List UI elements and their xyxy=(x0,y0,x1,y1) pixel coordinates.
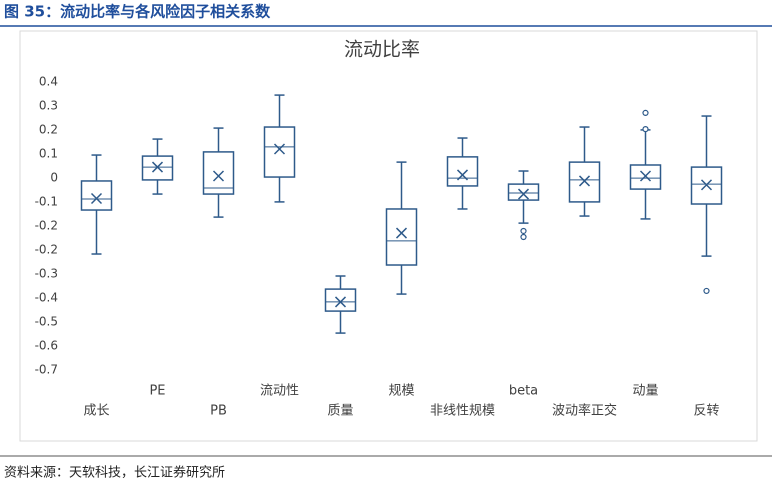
mean-marker xyxy=(700,179,713,191)
x-tick-label: 质量 xyxy=(327,404,353,419)
chart-frame xyxy=(19,30,758,442)
box xyxy=(446,156,479,187)
x-tick-label: PE xyxy=(149,384,165,399)
outlier xyxy=(642,126,649,133)
y-tick-label: 0.3 xyxy=(39,99,58,113)
outlier xyxy=(520,233,527,241)
y-tick-label: -0.6 xyxy=(35,338,58,352)
outlier xyxy=(642,109,649,116)
y-tick-label: -0.4 xyxy=(35,291,58,305)
outlier xyxy=(520,227,527,235)
figure-title: 图 35：流动比率与各风险因子相关系数 xyxy=(4,3,271,21)
box xyxy=(80,180,113,211)
source-note: 资料来源：天软科技，长江证券研究所 xyxy=(4,465,225,481)
box xyxy=(202,151,235,195)
x-tick-label: 成长 xyxy=(83,404,109,419)
box xyxy=(507,183,540,201)
y-tick-label: 0.1 xyxy=(39,147,58,161)
box xyxy=(324,288,357,312)
mean-marker xyxy=(578,175,591,187)
y-tick-label: -0.7 xyxy=(35,363,58,377)
mean-marker xyxy=(90,192,103,205)
y-tick-label: 0.2 xyxy=(39,122,58,136)
y-tick-label: 0 xyxy=(50,171,58,185)
box xyxy=(263,126,296,178)
mean-marker xyxy=(456,169,469,181)
x-tick-label: 波动率正交 xyxy=(552,403,617,419)
x-tick-label: 规模 xyxy=(388,384,414,399)
x-tick-label: beta xyxy=(509,384,538,399)
x-tick-label: 非线性规模 xyxy=(430,404,495,419)
y-tick-label: -0.5 xyxy=(35,315,58,329)
y-tick-label: -0.2 xyxy=(35,243,58,257)
mean-marker xyxy=(334,296,347,308)
x-tick-label: 动量 xyxy=(632,384,658,399)
mean-marker xyxy=(639,170,652,182)
box xyxy=(385,208,418,266)
mean-marker xyxy=(151,161,164,173)
mean-marker xyxy=(395,227,408,239)
mean-marker xyxy=(273,143,286,155)
mean-marker xyxy=(517,188,530,200)
chart-title: 流动比率 xyxy=(344,39,420,61)
x-tick-label: PB xyxy=(210,404,227,419)
mean-marker xyxy=(212,170,225,182)
y-tick-label: -0.3 xyxy=(35,266,58,280)
y-tick-label: -0.2 xyxy=(35,219,58,233)
y-tick-label: -0.1 xyxy=(35,194,58,208)
x-tick-label: 流动性 xyxy=(260,384,299,399)
outlier xyxy=(703,287,710,295)
y-tick-label: 0.4 xyxy=(39,75,58,89)
x-tick-label: 反转 xyxy=(693,404,719,419)
